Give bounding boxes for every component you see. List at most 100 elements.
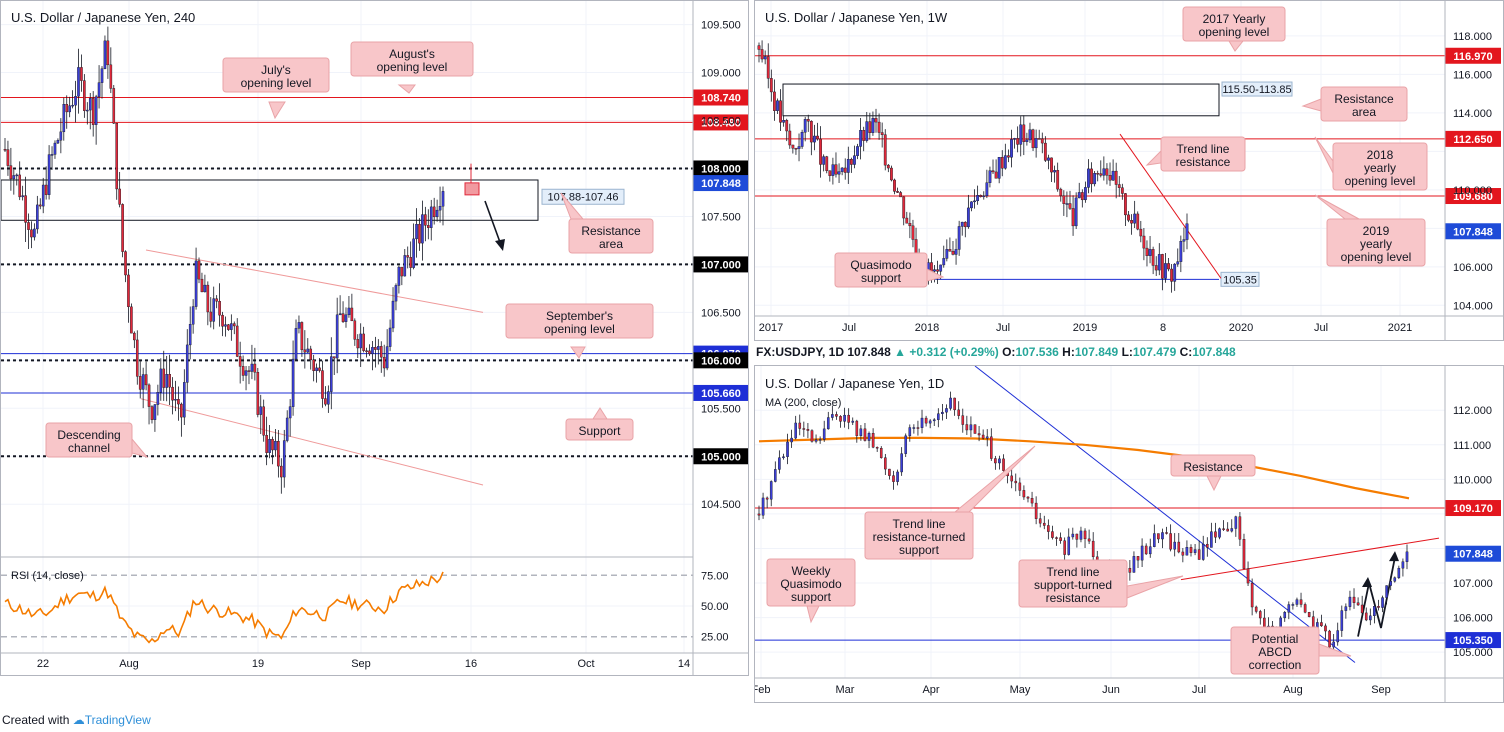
- daily-candle-2: [765, 497, 769, 500]
- daily-candle-62: [1010, 475, 1013, 482]
- weekly-candle-89: [1031, 129, 1035, 149]
- h4-level-106-000-tag-bg: [693, 352, 749, 369]
- h4-candle-56: [168, 374, 171, 388]
- weekly-candle-15: [803, 119, 807, 133]
- daily-candle-99: [1161, 532, 1164, 540]
- weekly-chart[interactable]: 116.970 112.650 109.680 107.848 115.50-113.…: [755, 1, 1503, 340]
- daily-candle-22: [847, 414, 850, 423]
- weekly-chart-panel[interactable]: 116.970 112.650 109.680 107.848 115.50-113.…: [754, 0, 1504, 341]
- footer-brand-link[interactable]: TradingView: [84, 713, 151, 727]
- h4-candle-2: [9, 165, 13, 180]
- weekly-candle-86: [1022, 124, 1026, 142]
- daily-candle-121: [1250, 582, 1254, 608]
- h4-candle-43: [130, 306, 133, 334]
- daily-candle-53: [973, 424, 977, 434]
- daily-candle-106: [1189, 547, 1193, 553]
- last-price: 107.848: [847, 345, 891, 359]
- h4-candle-6: [21, 195, 24, 198]
- h4-candle-115: [341, 313, 345, 322]
- callout-2018-yearly: 2018 yearly opening level: [1314, 136, 1428, 191]
- weekly-candle-36: [868, 121, 872, 133]
- daily-candle-149: [1364, 612, 1368, 621]
- daily-candle-44: [937, 413, 940, 420]
- daily-level-109-170-tag-label: 109.170: [1453, 503, 1493, 515]
- callout-2018-yearly-text: 2018 yearly opening level: [1345, 148, 1416, 188]
- daily-chart[interactable]: 109.170 107.848 105.350 Resistance Trend li…: [752, 365, 1503, 702]
- y-tick-label: 105.500: [701, 403, 741, 415]
- daily-candle-32: [888, 468, 891, 476]
- h4-candle-9: [30, 229, 33, 238]
- weekly-candle-47: [902, 196, 906, 219]
- x-tick-label: Sep: [351, 658, 371, 670]
- weekly-candle-17: [809, 120, 813, 143]
- h4-candle-146: [432, 206, 436, 218]
- callout-augusts-opening-text: August's opening level: [377, 47, 448, 74]
- h4-candle-82: [244, 370, 248, 376]
- daily-candle-9: [794, 422, 797, 439]
- h4-candle-88: [262, 406, 265, 436]
- daily-level-105-350-tag-label: 105.350: [1453, 635, 1493, 647]
- h4-candle-38: [115, 123, 119, 190]
- daily-candle-0: [757, 513, 761, 516]
- weekly-candle-104: [1077, 192, 1081, 199]
- daily-candle-31: [884, 457, 887, 470]
- weekly-candle-103: [1074, 197, 1078, 227]
- h4-candle-98: [291, 358, 295, 407]
- daily-candle-1: [761, 497, 765, 516]
- h4-candle-64: [191, 306, 195, 325]
- callout-julys-opening: July's opening level: [222, 57, 330, 120]
- weekly-resistance-zone-box: [782, 83, 1220, 117]
- y-tick-label: 106.000: [1453, 262, 1493, 274]
- daily-candle-56: [985, 436, 989, 439]
- weekly-candle-62: [948, 249, 952, 252]
- h4-chart[interactable]: 108.740 108.480 108.000 107.848 107.000 106.0…: [0, 1, 749, 675]
- y-tick-label: 109.000: [701, 68, 741, 80]
- weekly-candle-117: [1117, 184, 1121, 188]
- h4-level-108-480-tag-label: 108.480: [701, 117, 741, 129]
- h4-candle-90: [268, 439, 271, 453]
- daily-candle-103: [1177, 541, 1181, 553]
- h4-level-107-000-tag-bg: [693, 256, 749, 273]
- h4-candle-46: [138, 376, 142, 390]
- h4-candle-63: [188, 324, 192, 346]
- y-tick-label: 118.000: [1453, 31, 1492, 43]
- daily-candle-123: [1258, 611, 1262, 619]
- daily-candle-69: [1038, 518, 1042, 524]
- h4-chart-panel[interactable]: 108.740 108.480 108.000 107.848 107.000 106.0…: [0, 0, 749, 676]
- h4-candle-93: [277, 441, 280, 467]
- daily-candle-14: [814, 439, 818, 442]
- daily-level-107-848-price-tag: 107.848: [1445, 545, 1501, 562]
- daily-candle-10: [798, 422, 802, 429]
- callout-trend-line-resistance-text: Trend line resistance: [1176, 142, 1231, 169]
- daily-candle-111: [1210, 531, 1213, 548]
- h4-level-107-848-tag-label: 107.848: [701, 178, 741, 190]
- callout-daily-resistance-text: Resistance: [1183, 460, 1243, 474]
- x-tick-label: Feb: [755, 684, 770, 696]
- weekly-candle-78: [997, 157, 1001, 179]
- daily-candle-96: [1148, 546, 1152, 555]
- daily-candle-68: [1034, 502, 1038, 519]
- daily-candle-12: [806, 429, 810, 431]
- weekly-candle-134: [1170, 268, 1174, 282]
- daily-chart-panel[interactable]: 109.170 107.848 105.350 Resistance Trend li…: [752, 365, 1504, 703]
- price-change: +0.312 (+0.29%): [909, 345, 999, 359]
- weekly-candle-119: [1124, 193, 1127, 216]
- y-tick-label: 109.500: [701, 20, 741, 32]
- open-label: O:: [1002, 345, 1016, 359]
- weekly-level-109-680-tag-bg: [1445, 188, 1501, 205]
- weekly-candle-31: [853, 155, 856, 165]
- h4-candle-58: [174, 399, 177, 401]
- daily-candle-133: [1299, 599, 1303, 605]
- weekly-candle-20: [819, 138, 822, 165]
- projection-candle: [464, 182, 480, 196]
- h4-candle-18: [56, 140, 60, 144]
- h4-candle-148: [438, 206, 442, 211]
- daily-candle-4: [774, 469, 777, 482]
- daily-candle-78: [1075, 533, 1079, 540]
- h4-candle-21: [65, 104, 69, 113]
- daily-candle-143: [1340, 610, 1344, 631]
- h4-candle-135: [400, 266, 404, 277]
- h4-level-105-000-price-tag: 105.000: [693, 448, 749, 465]
- h4-candle-61: [183, 382, 186, 418]
- callout-trend-line-resistance-pointer: [1145, 149, 1162, 166]
